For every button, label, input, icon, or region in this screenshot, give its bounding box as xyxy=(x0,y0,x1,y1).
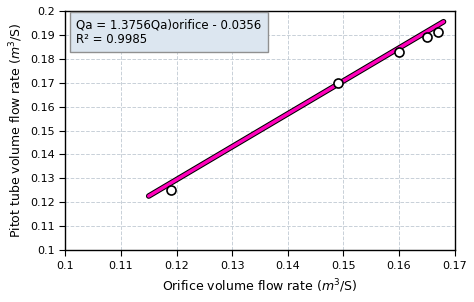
Text: Qa = 1.3756Qa)orifice - 0.0356
R² = 0.9985: Qa = 1.3756Qa)orifice - 0.0356 R² = 0.99… xyxy=(76,18,262,46)
X-axis label: Orifice volume flow rate ($m^3$/S): Orifice volume flow rate ($m^3$/S) xyxy=(162,278,358,295)
Y-axis label: Pitot tube volume flow rate ($m^3$/S): Pitot tube volume flow rate ($m^3$/S) xyxy=(7,23,25,238)
